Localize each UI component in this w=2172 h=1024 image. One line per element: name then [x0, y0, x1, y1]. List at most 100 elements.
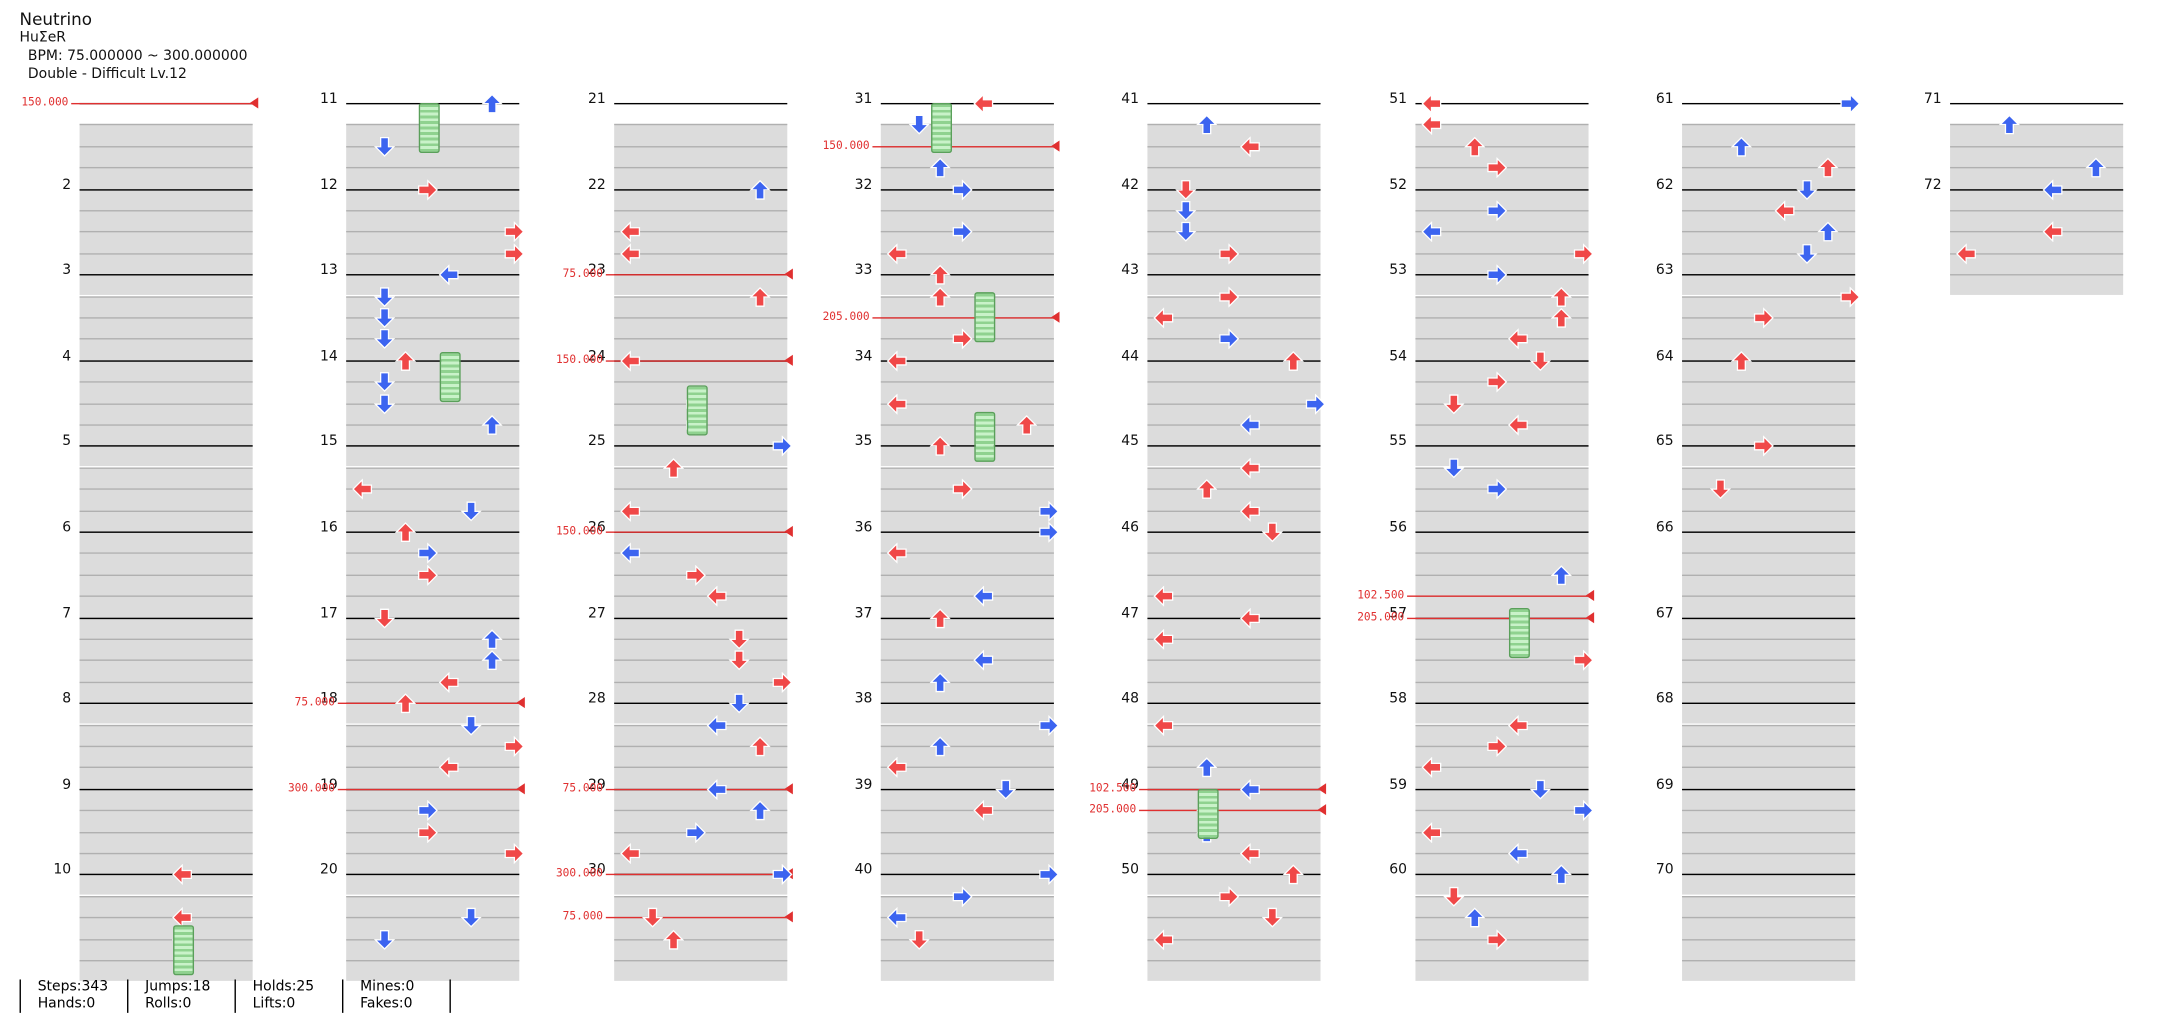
- right-arrow-icon: [1038, 500, 1059, 522]
- up-arrow-icon: [749, 800, 771, 821]
- beat-band: [79, 360, 253, 381]
- left-arrow-icon: [1774, 200, 1795, 222]
- beat-band: [346, 660, 520, 683]
- hold-note: [418, 102, 440, 154]
- measure-number: 41: [1121, 91, 1140, 108]
- beat-band: [346, 424, 520, 447]
- beat-band: [79, 831, 253, 854]
- measure-number: 38: [854, 691, 873, 708]
- down-arrow-icon: [1529, 779, 1551, 800]
- beat-band: [1682, 574, 1856, 597]
- bpm-change-label: 205.000: [1089, 803, 1137, 816]
- measure-line: [1415, 702, 1589, 705]
- beat-band: [880, 145, 1054, 169]
- beat-band: [79, 424, 253, 447]
- beat-band: [1682, 767, 1856, 790]
- beat-band: [1147, 595, 1321, 618]
- measure-number: 39: [854, 777, 873, 793]
- beat-band: [1147, 531, 1321, 553]
- right-arrow-icon: [1486, 200, 1507, 222]
- left-arrow-icon: [1507, 328, 1528, 350]
- beat-band: [1682, 938, 1856, 961]
- up-arrow-icon: [749, 179, 771, 200]
- right-arrow-icon: [503, 243, 524, 265]
- beat-band: [614, 231, 788, 254]
- beat-band: [1682, 274, 1856, 296]
- beat-band: [1682, 724, 1856, 747]
- beat-band: [1415, 767, 1589, 790]
- up-arrow-icon: [2085, 157, 2107, 178]
- down-arrow-icon: [1709, 479, 1731, 500]
- beat-band: [1147, 724, 1321, 747]
- measure-line: [614, 102, 788, 105]
- measure-line: [880, 702, 1054, 705]
- beat-band: [1682, 831, 1856, 854]
- beat-band: [1147, 574, 1321, 597]
- beat-band: [880, 638, 1054, 661]
- left-arrow-icon: [886, 757, 907, 779]
- left-arrow-icon: [2042, 221, 2063, 243]
- beat-band: [1147, 467, 1321, 490]
- measure-number: 62: [1655, 177, 1674, 193]
- beat-band: [79, 874, 253, 896]
- down-arrow-icon: [994, 779, 1016, 800]
- beat-band: [1147, 917, 1321, 940]
- beat-band: [1682, 660, 1856, 683]
- measure-number: 11: [320, 91, 338, 108]
- up-arrow-icon: [929, 672, 951, 692]
- beat-band: [880, 660, 1054, 683]
- left-arrow-icon: [973, 93, 994, 115]
- beat-band: [1147, 852, 1321, 876]
- right-arrow-icon: [1486, 478, 1507, 500]
- up-arrow-icon: [1282, 864, 1304, 885]
- measure-number: 57: [1389, 606, 1408, 622]
- right-arrow-icon: [685, 821, 706, 843]
- measure-line: [79, 188, 253, 191]
- beat-band: [79, 638, 253, 661]
- beat-band: [346, 595, 520, 618]
- beat-band: [1415, 510, 1589, 533]
- beat-band: [614, 167, 788, 190]
- measure-number: 53: [1389, 263, 1408, 279]
- left-arrow-icon: [2042, 178, 2063, 200]
- up-arrow-icon: [1464, 907, 1486, 928]
- measure-line: [1147, 102, 1321, 105]
- left-arrow-icon: [886, 350, 907, 372]
- up-arrow-icon: [749, 736, 771, 757]
- left-arrow-icon: [1421, 93, 1442, 115]
- up-arrow-icon: [1550, 564, 1572, 585]
- beat-band: [1415, 145, 1589, 169]
- up-arrow-icon: [929, 736, 951, 757]
- right-arrow-icon: [417, 564, 438, 586]
- measure-line: [880, 102, 1054, 105]
- right-arrow-icon: [503, 843, 524, 864]
- right-arrow-icon: [1486, 264, 1507, 286]
- up-arrow-icon: [929, 264, 951, 285]
- up-arrow-icon: [1464, 136, 1486, 157]
- measure-number: 42: [1121, 177, 1140, 193]
- down-arrow-icon: [1261, 908, 1283, 928]
- down-arrow-icon: [1174, 200, 1196, 221]
- measure-line: [1147, 874, 1321, 876]
- beat-band: [346, 959, 520, 981]
- left-arrow-icon: [973, 650, 994, 672]
- beat-band: [880, 167, 1054, 190]
- down-arrow-icon: [1442, 393, 1464, 414]
- measure-line: [614, 188, 788, 191]
- beat-band: [1682, 381, 1856, 404]
- beat-band: [79, 445, 253, 467]
- beat-band: [614, 617, 788, 639]
- beat-band: [1147, 767, 1321, 790]
- right-arrow-icon: [503, 735, 524, 757]
- up-arrow-icon: [1196, 479, 1218, 500]
- beat-band: [614, 874, 788, 896]
- measure-line: [79, 702, 253, 705]
- beat-band: [346, 167, 520, 190]
- right-arrow-icon: [1218, 286, 1239, 307]
- left-arrow-icon: [620, 221, 641, 243]
- left-arrow-icon: [706, 714, 727, 736]
- measure-line: [1147, 188, 1321, 191]
- measure-number: 21: [588, 91, 606, 108]
- up-arrow-icon: [1282, 350, 1304, 371]
- measure-number: 56: [1389, 520, 1408, 536]
